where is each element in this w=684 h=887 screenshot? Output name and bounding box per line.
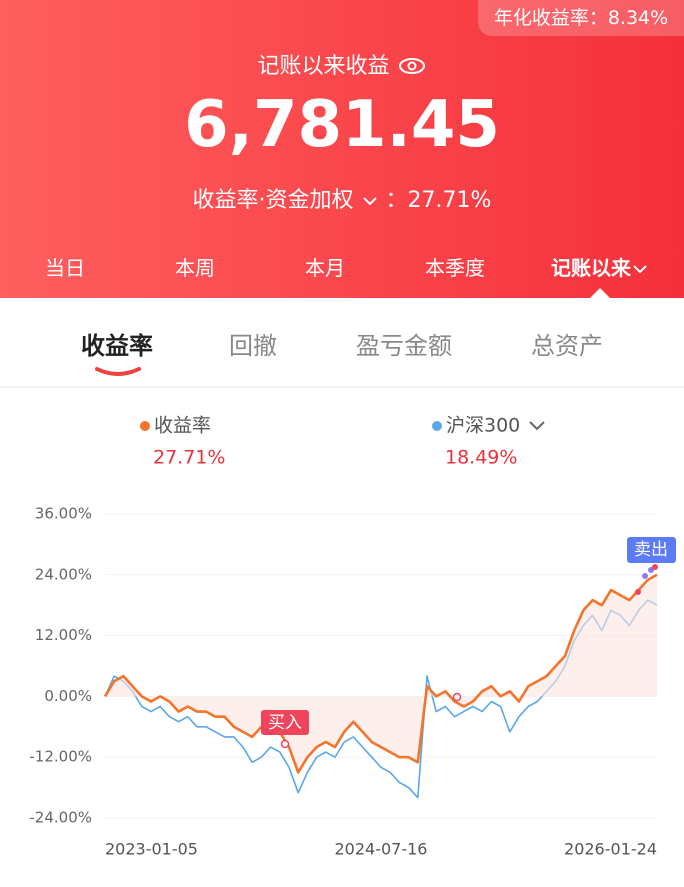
y-tick-label: -12.00% xyxy=(29,748,92,766)
y-tick-label: -24.00% xyxy=(29,809,92,827)
period-tab[interactable]: 本周 xyxy=(175,256,215,280)
x-tick-label: 2026-01-24 xyxy=(564,840,657,859)
y-tick-label: 36.00% xyxy=(35,505,92,523)
buy-dot xyxy=(280,739,290,749)
trade-dot xyxy=(635,589,641,595)
metric-tab-active[interactable]: 收益率 xyxy=(81,332,153,360)
metric-tab[interactable]: 回撤 xyxy=(229,332,277,360)
legend-dot xyxy=(140,421,150,431)
area xyxy=(105,574,657,773)
x-tick-label: 2024-07-16 xyxy=(335,840,428,859)
chevron xyxy=(633,265,647,274)
header-title: 记账以来收益 xyxy=(257,54,390,79)
buy-label: 买入 xyxy=(268,713,302,733)
metric-tab[interactable]: 总资产 xyxy=(531,332,603,360)
legend-dot xyxy=(432,421,442,431)
rate-value: ：27.71% xyxy=(385,188,492,213)
line xyxy=(103,573,658,774)
legend-value: 18.49% xyxy=(445,447,517,469)
header: 年化收益率：8.34% 记账以来收益 6,781.45 收益率·资金加权 ：27… xyxy=(0,0,684,298)
sell-label: 卖出 xyxy=(634,540,668,560)
period-tab-active[interactable]: 记账以来 xyxy=(530,252,670,281)
divider xyxy=(0,386,684,388)
eye-icon[interactable] xyxy=(397,56,427,76)
period-tab[interactable]: 本月 xyxy=(305,256,345,280)
header-title-row: 记账以来收益 xyxy=(0,48,684,80)
x-tick-label: 2023-01-05 xyxy=(105,840,198,859)
amount: 6,781.45 xyxy=(184,88,500,162)
period-tab-text: 记账以来 xyxy=(551,256,631,280)
annualized-badge: 年化收益率：8.34% xyxy=(478,0,684,36)
y-tick-label: 12.00% xyxy=(35,626,92,644)
legend-name: 沪深300 xyxy=(446,415,520,437)
tab-underline xyxy=(95,367,141,376)
sell-marker: 卖出 xyxy=(627,537,676,563)
trade-dot xyxy=(652,564,658,570)
legend-name: 收益率 xyxy=(154,415,211,437)
chevron[interactable] xyxy=(361,195,379,207)
y-tick-label: 24.00% xyxy=(35,565,92,583)
pointer xyxy=(590,288,610,298)
buy-marker: 买入 xyxy=(261,710,309,749)
legend-value: 27.71% xyxy=(153,447,225,469)
trade-dot xyxy=(452,692,462,702)
buy-box xyxy=(261,710,309,735)
trade-dot xyxy=(642,573,648,579)
period-tab[interactable]: 当日 xyxy=(45,256,85,280)
metric-tab[interactable]: 盈亏金额 xyxy=(356,332,452,360)
y-tick-label: 0.00% xyxy=(44,687,92,705)
legend-chevron[interactable] xyxy=(529,421,545,431)
period-tab[interactable]: 本季度 xyxy=(425,256,485,280)
rate-row: 收益率·资金加权 ：27.71% xyxy=(0,182,684,214)
sell-box xyxy=(627,537,676,563)
rate-label: 收益率·资金加权 xyxy=(192,188,354,213)
